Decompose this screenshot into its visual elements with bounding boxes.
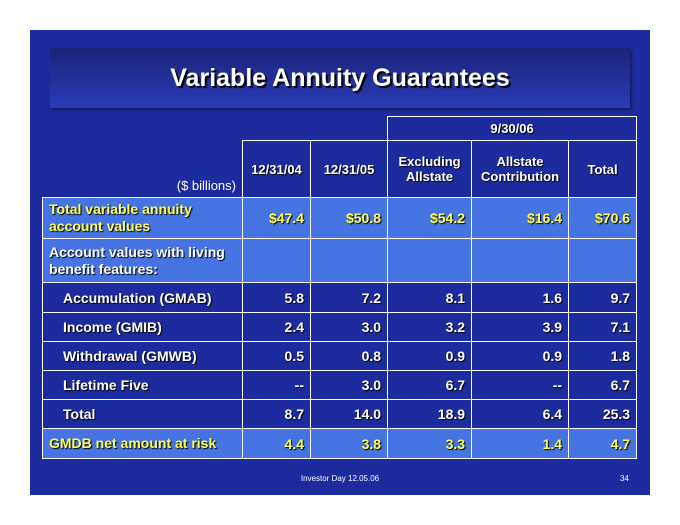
value-cell: 8.1: [387, 282, 473, 313]
guarantees-table: 9/30/06 ($ billions) 12/31/04 12/31/05 Exclu…: [42, 116, 638, 459]
value-cell: 0.9: [387, 341, 473, 371]
page-number: 34: [620, 474, 629, 483]
row-label: Withdrawal (GMWB): [42, 341, 243, 371]
value-cell: 4.4: [242, 428, 311, 459]
value-cell: 6.7: [387, 370, 473, 400]
footer-text: Investor Day 12.05.06: [300, 474, 380, 483]
value-cell: 3.0: [309, 370, 389, 400]
value-cell: 3.2: [387, 312, 473, 342]
row-label: GMDB net amount at risk: [42, 428, 243, 459]
table-row: Withdrawal (GMWB) 0.5 0.8 0.9 0.9 1.8: [42, 341, 638, 371]
value-cell: 14.0: [309, 399, 389, 429]
row-label: Accumulation (GMAB): [42, 282, 243, 313]
value-cell: 3.9: [471, 312, 570, 342]
value-cell: 18.9: [387, 399, 473, 429]
row-label: Income (GMIB): [42, 312, 243, 342]
empty-cell: [309, 238, 389, 283]
table-row: Account values with living benefit featu…: [42, 238, 638, 283]
unit-label: ($ billions): [176, 178, 236, 193]
empty-cell: [471, 238, 570, 283]
row-label: Account values with living benefit featu…: [42, 238, 243, 283]
value-cell: $70.6: [568, 197, 638, 239]
row-label: Lifetime Five: [42, 370, 243, 400]
value-cell: 4.7: [568, 428, 638, 459]
value-cell: $16.4: [471, 197, 570, 239]
empty-cell: [568, 238, 638, 283]
empty-cell: [242, 238, 311, 283]
column-header: Allstate Contribution: [471, 140, 570, 198]
value-cell: 7.2: [309, 282, 389, 313]
value-cell: $50.8: [309, 197, 389, 239]
value-cell: 7.1: [568, 312, 638, 342]
column-header: 12/31/05: [309, 140, 389, 198]
table-row: Income (GMIB) 2.4 3.0 3.2 3.9 7.1: [42, 312, 638, 342]
title: Variable Annuity Guarantees: [170, 63, 510, 92]
value-cell: 9.7: [568, 282, 638, 313]
value-cell: --: [242, 370, 311, 400]
value-cell: 0.8: [309, 341, 389, 371]
value-cell: 6.7: [568, 370, 638, 400]
column-header: Total: [568, 140, 638, 198]
value-cell: 25.3: [568, 399, 638, 429]
row-label: Total variable annuity account values: [42, 197, 243, 239]
value-cell: 8.7: [242, 399, 311, 429]
title-bar: Variable Annuity Guarantees: [50, 48, 630, 108]
value-cell: $54.2: [387, 197, 473, 239]
value-cell: 0.5: [242, 341, 311, 371]
value-cell: 0.9: [471, 341, 570, 371]
value-cell: 6.4: [471, 399, 570, 429]
group-header: 9/30/06: [387, 116, 638, 141]
value-cell: 1.8: [568, 341, 638, 371]
value-cell: 5.8: [242, 282, 311, 313]
column-header: 12/31/04: [242, 140, 311, 198]
column-header: Excluding Allstate: [387, 140, 473, 198]
header-row: ($ billions) 12/31/04 12/31/05 Excluding Al…: [43, 140, 638, 198]
empty-cell: [387, 238, 473, 283]
table-row: Total variable annuity account values $47…: [42, 197, 638, 239]
value-cell: 3.8: [309, 428, 389, 459]
table-row: Lifetime Five -- 3.0 6.7 -- 6.7: [42, 370, 638, 400]
value-cell: 3.0: [309, 312, 389, 342]
value-cell: 1.4: [471, 428, 570, 459]
header-row: 9/30/06: [43, 116, 638, 141]
table-row: Total 8.7 14.0 18.9 6.4 25.3: [42, 399, 638, 429]
row-label: Total: [42, 399, 243, 429]
blank-cell: [43, 117, 388, 141]
table-row: Accumulation (GMAB) 5.8 7.2 8.1 1.6 9.7: [42, 282, 638, 313]
value-cell: 3.3: [387, 428, 473, 459]
value-cell: 1.6: [471, 282, 570, 313]
table-row: GMDB net amount at risk 4.4 3.8 3.3 1.4 4.7: [42, 428, 638, 459]
value-cell: $47.4: [242, 197, 311, 239]
value-cell: --: [471, 370, 570, 400]
value-cell: 2.4: [242, 312, 311, 342]
